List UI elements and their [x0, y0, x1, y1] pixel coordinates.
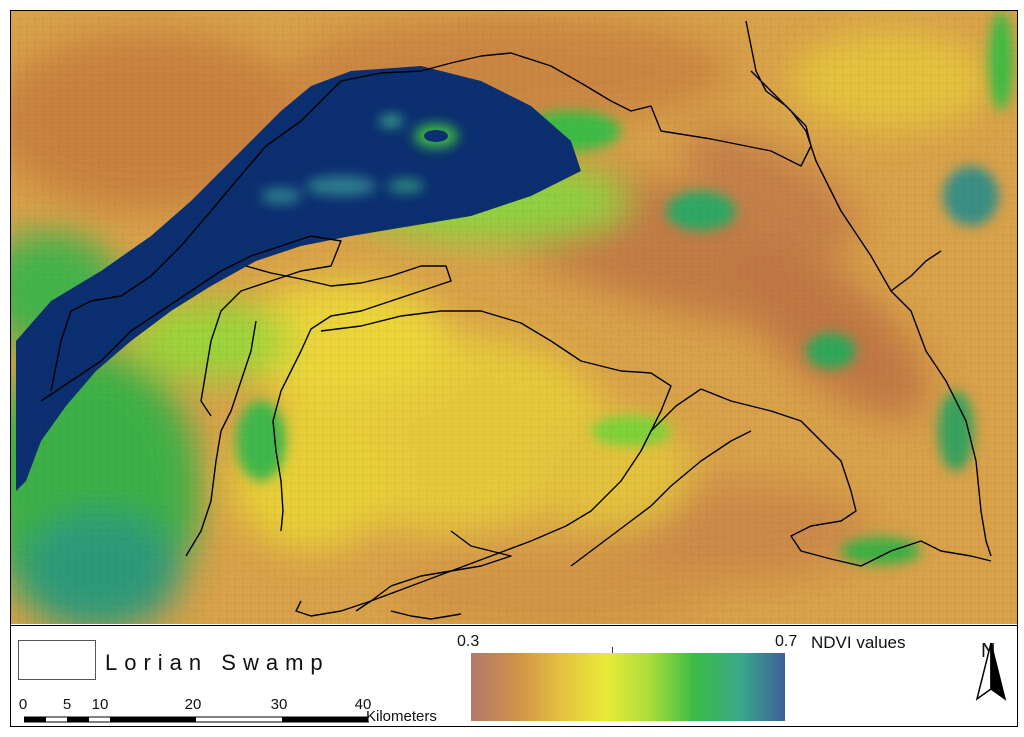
map-legend: Lorian Swamp 0 5 10 20 30 40 Kilometers … [11, 625, 1017, 727]
scale-tick-label: 0 [18, 696, 28, 713]
scale-tick-label: 20 [184, 696, 202, 713]
ramp-min-label: 0.3 [457, 633, 480, 650]
ramp-title: NDVI values [811, 633, 906, 652]
scale-unit-label: Kilometers [366, 708, 437, 725]
ndvi-color-ramp [471, 653, 785, 721]
ramp-max-label: 0.7 [775, 633, 798, 650]
scale-bar [24, 716, 369, 723]
scale-tick-label: 5 [62, 696, 72, 713]
ramp-mid-tick [612, 647, 613, 653]
north-arrow-icon [975, 642, 1007, 701]
map-frame [10, 10, 1018, 727]
scale-tick-label: 10 [91, 696, 109, 713]
swamp-legend-swatch [18, 640, 96, 680]
swamp-outline [40, 20, 992, 620]
scale-tick-label: 30 [270, 696, 288, 713]
scale-tick-label: 40 [354, 696, 372, 713]
ndvi-map[interactable] [11, 11, 1017, 624]
swamp-legend-label: Lorian Swamp [105, 650, 330, 675]
